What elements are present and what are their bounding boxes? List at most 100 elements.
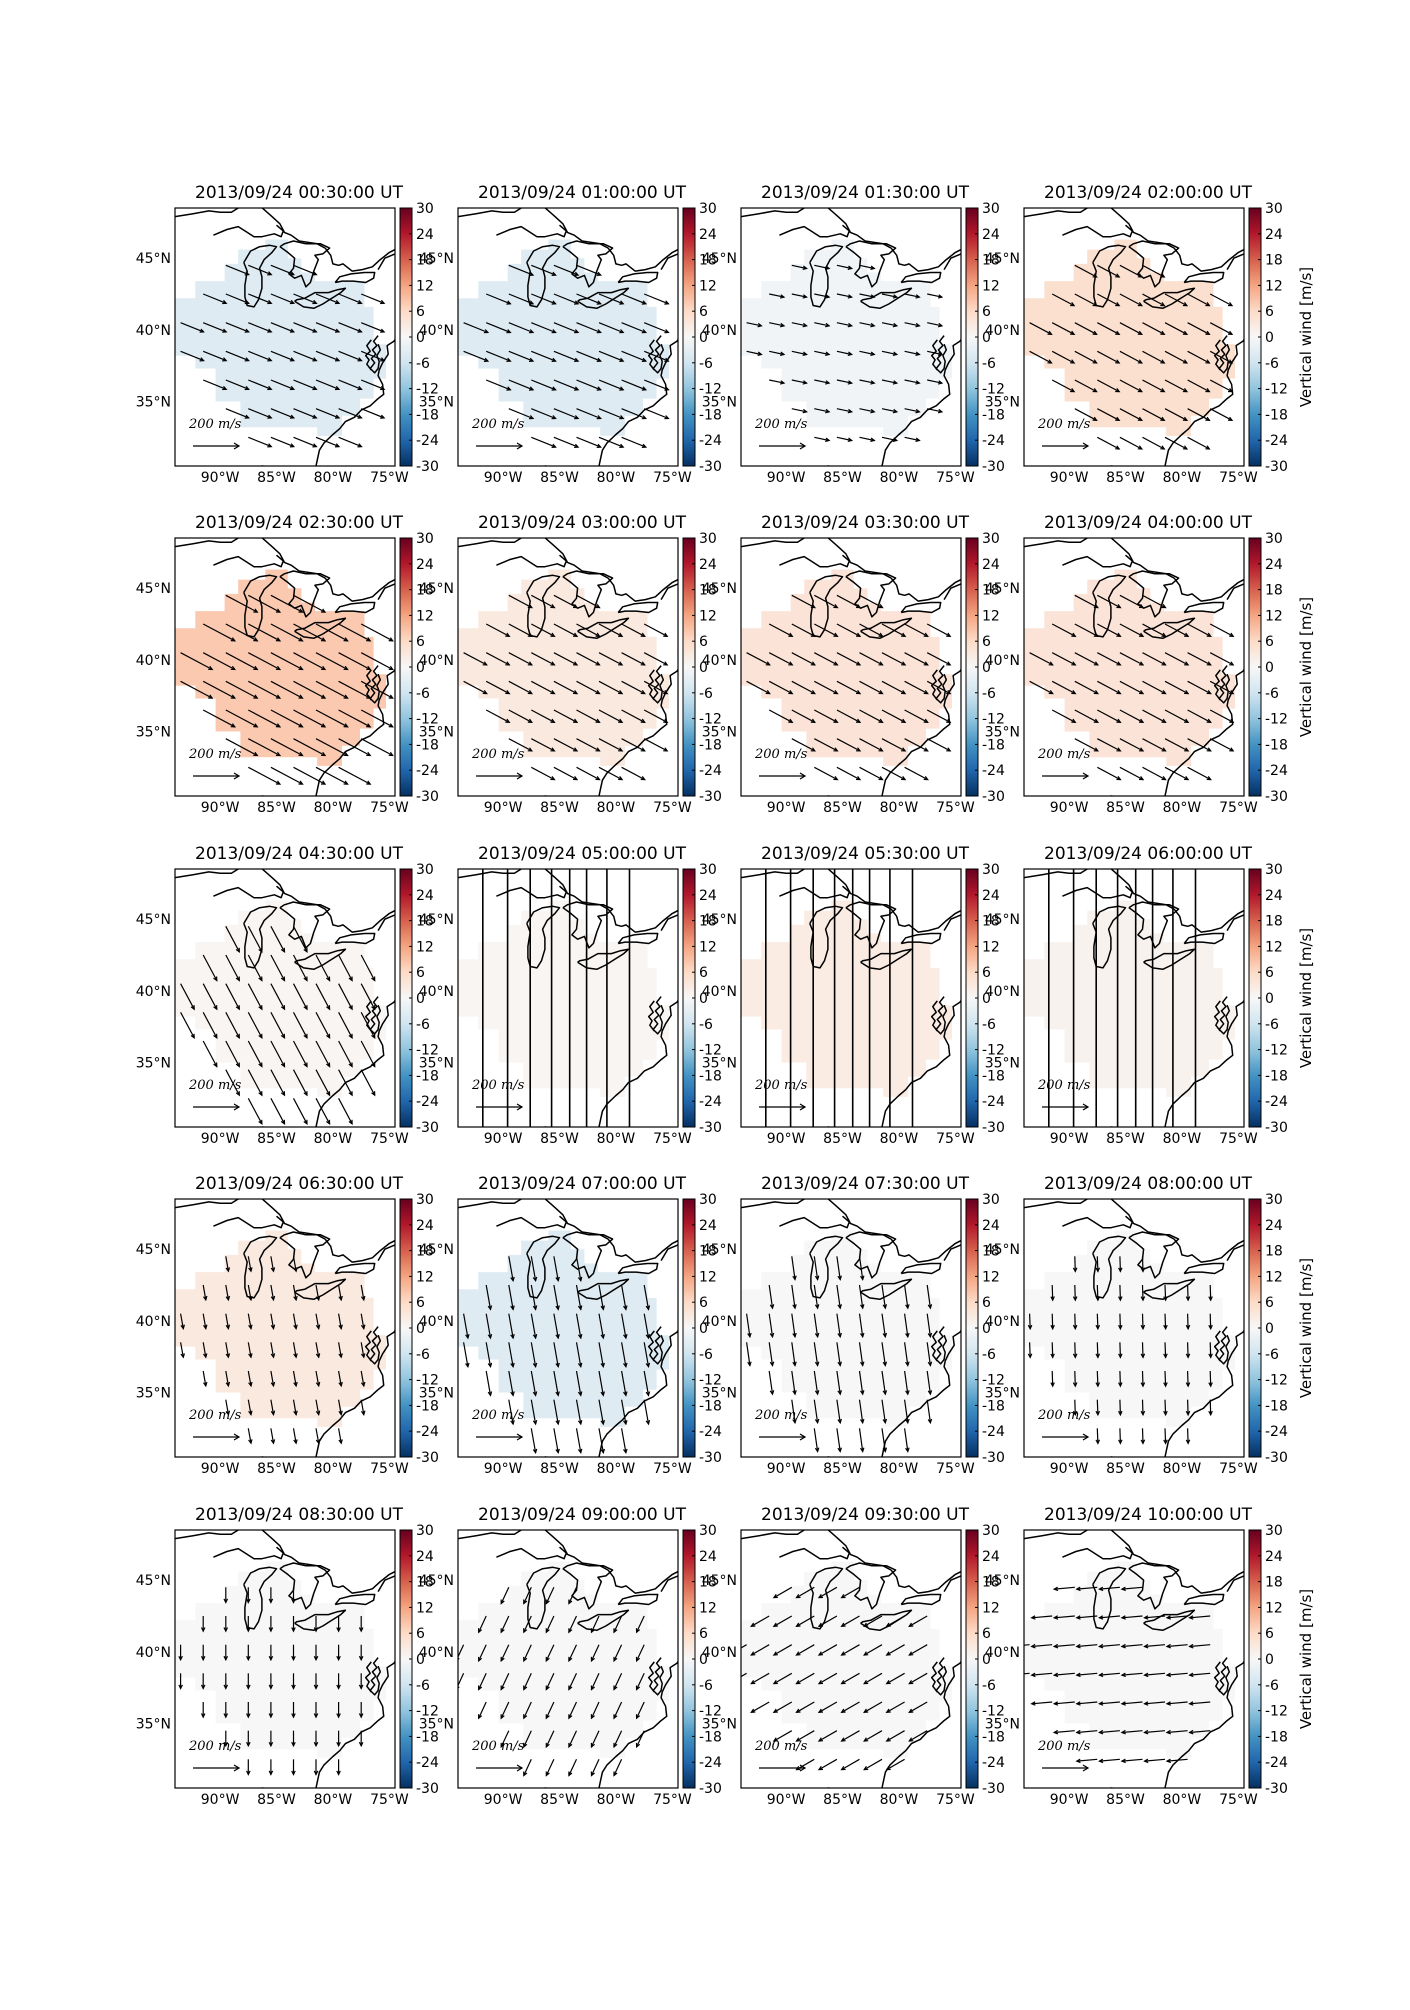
wind-arrow xyxy=(836,408,852,413)
wind-arrow xyxy=(926,680,951,695)
wind-arrow xyxy=(1187,436,1210,450)
wind-arrow xyxy=(814,264,830,270)
wind-arrow xyxy=(904,322,920,327)
wind-arrow xyxy=(545,1615,555,1633)
coastline xyxy=(930,1000,938,1032)
wind-arrow xyxy=(338,954,353,981)
wind-arrow xyxy=(904,1313,909,1337)
wind-arrow xyxy=(292,1284,297,1301)
wind-arrow xyxy=(1164,1313,1167,1329)
colorbar-tick-label: -12 xyxy=(982,382,1005,398)
colorbar-tick-label: 24 xyxy=(699,888,717,904)
wind-arrow xyxy=(338,322,362,333)
wind-arrow xyxy=(530,1256,537,1281)
wind-arrow xyxy=(791,623,816,637)
coastline xyxy=(315,1316,395,1457)
wind-arrow xyxy=(1209,680,1234,695)
colorbar-tick-label: 6 xyxy=(699,965,708,981)
wind-arrow xyxy=(568,1615,578,1633)
wind-arrow xyxy=(545,1759,555,1776)
colorbar-tick-label: 24 xyxy=(1265,1218,1283,1234)
coastline xyxy=(598,655,678,796)
map-panel: 2013/09/24 09:30:00 UT 200 m/s 90°W 85°W 80°… xyxy=(702,1505,1005,1808)
colorbar-tick-label: -18 xyxy=(416,407,439,423)
wind-arrow xyxy=(338,1428,342,1444)
wind-arrow xyxy=(1074,652,1099,666)
wind-arrow xyxy=(791,293,807,298)
wind-arrow xyxy=(791,738,816,752)
wind-arrow xyxy=(1209,379,1233,393)
wind-arrow xyxy=(859,623,883,637)
wind-arrow xyxy=(791,594,816,609)
wind-arrow xyxy=(1074,680,1099,695)
colorbar-tick-label: 0 xyxy=(982,991,991,1007)
scale-arrow-label: 200 m/s xyxy=(754,1078,808,1093)
coastline xyxy=(369,1657,382,1696)
wind-arrow xyxy=(315,408,340,419)
map-panel: 2013/09/24 03:30:00 UT 200 m/s 90°W 85°W 80°… xyxy=(702,513,1005,816)
wind-arrow xyxy=(1097,408,1120,421)
wind-arrow xyxy=(500,1673,510,1690)
wind-arrow xyxy=(360,652,393,671)
wind-arrow xyxy=(478,1615,487,1633)
wind-arrow xyxy=(225,983,240,1010)
wind-arrow xyxy=(1187,709,1211,723)
wind-arrow xyxy=(926,1284,931,1309)
wind-arrow xyxy=(1142,408,1165,421)
wind-arrow xyxy=(1164,1342,1167,1358)
wind-arrow xyxy=(1144,1701,1166,1705)
wind-arrow xyxy=(751,1615,770,1627)
vertical-wind-field xyxy=(1024,1230,1235,1427)
wind-arrow xyxy=(1099,1615,1120,1619)
wind-arrow xyxy=(859,293,875,298)
wind-arrow xyxy=(909,1644,928,1656)
wind-arrow xyxy=(927,322,943,327)
coastline xyxy=(577,1609,630,1632)
coastline xyxy=(1092,905,1127,969)
colorbar-tick-label: 18 xyxy=(416,1244,434,1260)
colorbar-tick-label: -12 xyxy=(416,1704,439,1720)
wind-arrow xyxy=(553,738,578,752)
wind-arrow xyxy=(553,293,579,305)
wind-arrow xyxy=(1076,1730,1098,1734)
wind-arrow xyxy=(1187,766,1211,781)
wind-arrow xyxy=(530,1428,537,1453)
wind-arrow xyxy=(796,1586,815,1599)
wind-arrow xyxy=(531,594,555,609)
wind-arrow xyxy=(813,1284,819,1309)
wind-arrow xyxy=(814,652,838,666)
coastline xyxy=(943,253,961,270)
colorbar-tick-label: 30 xyxy=(416,201,434,217)
wind-arrow xyxy=(248,709,281,728)
wind-arrow xyxy=(1119,766,1144,781)
coastline xyxy=(369,665,382,704)
colorbar-tick-label: -30 xyxy=(982,1450,1005,1466)
colorbar-tick-label: -6 xyxy=(699,1347,713,1363)
wind-arrow xyxy=(338,623,371,642)
wind-arrow xyxy=(1187,623,1211,637)
wind-arrow xyxy=(485,350,511,362)
coastline xyxy=(243,574,278,638)
wind-arrow xyxy=(1074,1284,1076,1301)
coastline xyxy=(943,583,961,600)
wind-arrow xyxy=(904,379,920,384)
wind-arrow xyxy=(1164,436,1188,450)
wind-arrow xyxy=(791,350,807,356)
lat-tick-label: 45°N xyxy=(136,1242,171,1258)
coastline xyxy=(1143,948,1196,971)
coastline xyxy=(1128,570,1180,618)
wind-arrow xyxy=(553,652,578,666)
wind-arrow xyxy=(225,1284,229,1301)
wind-arrow xyxy=(613,1673,623,1690)
wind-arrow xyxy=(1119,322,1143,335)
wind-arrow xyxy=(202,709,236,728)
wind-arrow xyxy=(508,293,534,305)
wind-arrow xyxy=(1054,1586,1075,1590)
colorbar-tick-label: 24 xyxy=(699,227,717,243)
wind-arrow xyxy=(904,350,920,356)
lon-tick-label: 80°W xyxy=(314,1461,353,1477)
colorbar-tick-label: 30 xyxy=(699,1523,717,1539)
wind-arrow xyxy=(1209,1313,1212,1329)
wind-arrow xyxy=(553,1256,559,1281)
